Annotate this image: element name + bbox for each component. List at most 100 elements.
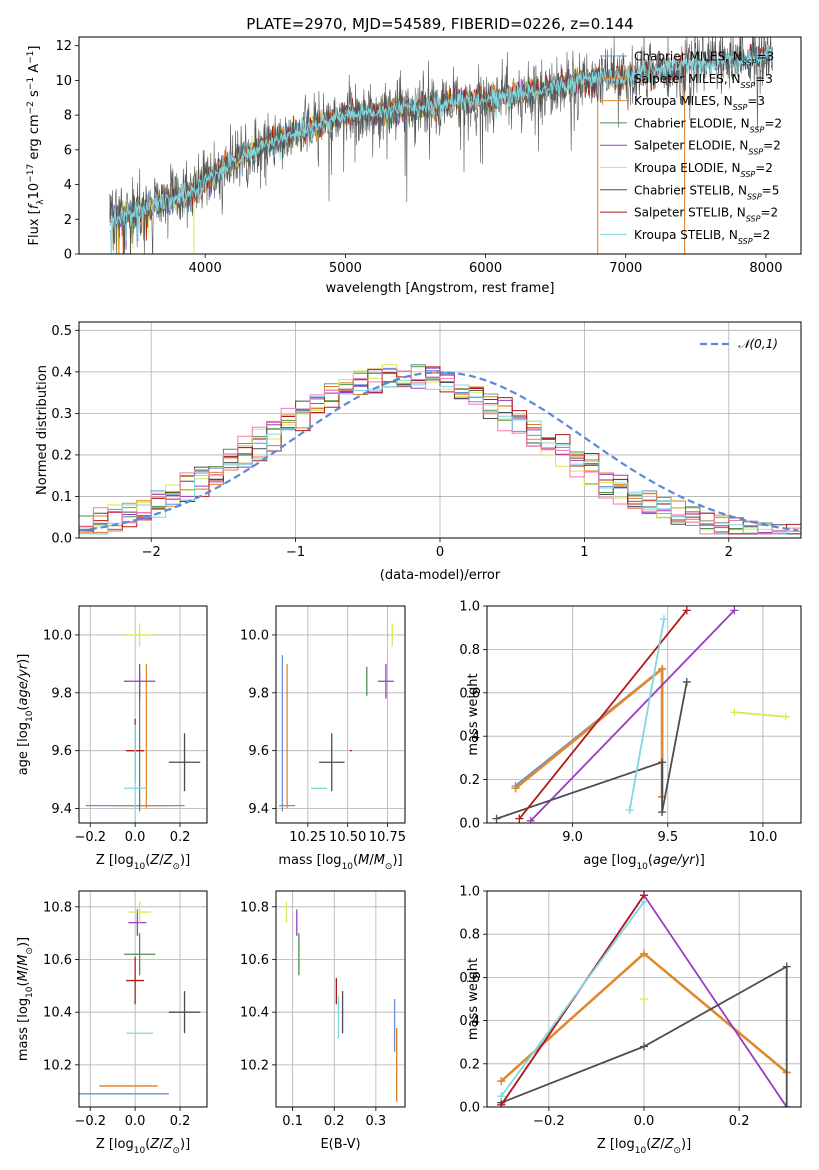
axes-spec: 4000 5000 6000 7000 8000 0 2 4 6 8 10 12 Chabrier MI… [55,36,802,276]
x-tick-label: 5000 [329,261,362,276]
y-tick-label: 8 [64,109,72,124]
histogram-step [79,367,801,535]
legend-label: Kroupa STELIB, NSSP=2 [634,228,770,246]
y-axis-label: mass weight [466,958,481,1040]
data-layer [85,623,201,823]
weight-marker [658,758,667,767]
weight-line [500,901,645,1097]
axes-frame [78,36,802,255]
y-tick-label: 0.2 [459,1057,480,1072]
x-tick-label: 0 [436,545,444,560]
x-tick-label: 0.2 [729,1114,750,1129]
y-tick-label: 2 [64,213,72,228]
x-axis-label: age [log10(age/yr)] [583,853,705,872]
weight-line [530,609,736,822]
weight-marker [730,606,739,615]
data-layer [285,901,398,1102]
weight-line [628,618,665,811]
frame-layer: −0.2 0.0 0.2 0.0 0.2 0.4 0.6 0.8 1.0 [459,885,802,1129]
legend-label: Kroupa MILES, NSSP=3 [634,94,765,112]
y-axis-label: Flux [fλ10−17 erg cm−2 s−1 A−1] [26,46,46,246]
y-tick-label: 0.8 [459,928,480,943]
data-layer [79,901,201,1095]
y-tick-label: 0.4 [459,1014,480,1029]
plot-area [276,891,405,1107]
data-layer [279,623,396,812]
chart-title: PLATE=2970, MJD=54589, FIBERID=0226, z=0… [246,15,633,33]
frame-layer: 10.25 10.50 10.75 9.4 9.6 9.8 10.0 [240,605,406,845]
y-axis-label: Normed distribution [35,365,50,495]
weight-line [734,711,786,718]
legend-label: 𝒩(0,1) [738,337,778,351]
y-tick-label: 0.1 [51,490,72,505]
legend-label: Kroupa ELODIE, NSSP=2 [634,161,773,179]
x-tick-label: 10.75 [369,830,406,845]
legend-label: Salpeter STELIB, NSSP=2 [634,206,778,224]
plot-area [487,606,801,823]
y-tick-label: 12 [55,39,72,54]
x-tick-label: −0.2 [74,1114,106,1129]
x-axis-label: E(B-V) [320,1137,360,1152]
y-tick-label: 10.8 [43,900,72,915]
y-tick-label: 10.0 [43,628,72,643]
plot-area [79,891,207,1107]
y-tick-label: 10.6 [240,953,269,968]
frame-layer: 4000 5000 6000 7000 8000 0 2 4 6 8 10 12 Chabrier MI… [55,36,802,276]
data-layer [492,606,790,823]
weight-marker [492,814,501,823]
x-tick-label: −1 [286,545,305,560]
weight-marker [640,949,648,958]
axes-frame [78,890,208,1108]
axes-frame [78,605,208,824]
weight-marker [782,962,791,971]
x-axis-label: (data-model)/error [380,568,501,583]
y-tick-label: 9.4 [248,802,269,817]
x-tick-label: −2 [142,545,161,560]
x-tick-label: 0.2 [170,830,191,845]
axes-p6: −0.2 0.0 0.2 10.2 10.4 10.6 10.8 [43,890,208,1129]
y-tick-label: 0.0 [459,1101,480,1116]
axes-p3: −0.2 0.0 0.2 9.4 9.6 9.8 10.0 [43,605,208,845]
x-tick-label: −0.2 [74,830,106,845]
spectrum-model-line [109,44,774,227]
legend-label: Chabrier ELODIE, NSSP=2 [634,116,782,133]
y-tick-label: 10.2 [240,1058,269,1073]
legend-label: Chabrier MILES, NSSP=3 [634,50,774,68]
axes-p7: 0.1 0.2 0.3 10.2 10.4 10.6 10.8 [240,890,406,1129]
weight-marker [497,1077,506,1086]
weight-marker [682,606,691,615]
y-tick-label: 9.4 [51,802,72,817]
y-axis-label: mass weight [466,673,481,755]
weight-marker [497,1100,506,1107]
weight-marker [515,814,524,823]
weight-marker [511,784,520,793]
y-axis-label: mass [log10(M/M⊙)] [16,937,35,1061]
weight-marker [526,816,535,823]
x-axis-label: Z [log10(Z/Z⊙)] [96,1137,190,1156]
spectrum-data-line [109,37,773,254]
x-tick-label: 10.25 [289,830,326,845]
weight-marker [658,664,667,673]
axes-p5: 9.0 9.5 10.0 0.0 0.2 0.4 0.6 0.8 1.0 [459,600,802,845]
x-axis-label: wavelength [Angstrom, rest frame] [326,281,555,296]
weight-marker [497,1092,506,1101]
x-tick-label: 0.0 [125,830,146,845]
y-tick-label: 9.6 [51,744,72,759]
normal-curve [79,371,799,532]
axes-frame [486,605,802,824]
y-tick-label: 1.0 [459,885,480,900]
y-tick-label: 0.2 [51,448,72,463]
y-tick-label: 0.4 [51,365,72,380]
y-tick-label: 10.8 [240,900,269,915]
axes-frame [275,890,406,1108]
y-tick-label: 0.3 [51,407,72,422]
y-tick-label: 0.0 [459,817,480,832]
y-tick-label: 0.5 [51,324,72,339]
x-axis-label: Z [log10(Z/Z⊙)] [597,1137,691,1156]
x-tick-label: 6000 [469,261,502,276]
x-tick-label: 0.3 [366,1114,387,1129]
data-layer [79,364,801,535]
axes-hist: −2 −1 0 1 2 0.0 0.1 0.2 0.3 0.4 0.5 𝒩(0,1) [51,321,802,560]
y-tick-label: 10.6 [43,953,72,968]
histogram-step [79,379,801,535]
